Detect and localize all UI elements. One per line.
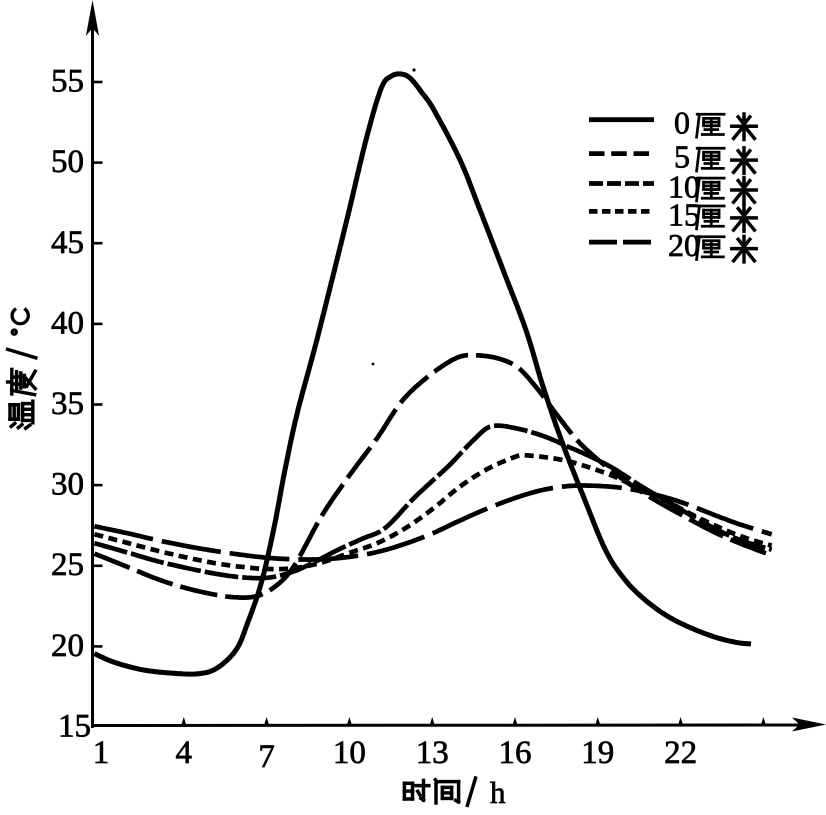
svg-text:25: 25	[51, 547, 84, 583]
svg-text:1: 1	[93, 735, 110, 771]
svg-text:h: h	[490, 775, 506, 810]
svg-text:10: 10	[333, 735, 366, 771]
svg-text:55: 55	[51, 64, 84, 100]
svg-text:35: 35	[51, 386, 84, 422]
svg-text:45: 45	[51, 225, 84, 261]
svg-text:5: 5	[674, 139, 690, 175]
svg-text:40: 40	[51, 305, 84, 341]
svg-text:0: 0	[674, 105, 690, 141]
svg-text:16: 16	[499, 735, 532, 771]
svg-text:22: 22	[664, 735, 697, 771]
svg-text:19: 19	[581, 735, 614, 771]
svg-text:7: 7	[258, 739, 275, 775]
svg-text:4: 4	[176, 735, 193, 771]
svg-text:20: 20	[668, 227, 700, 263]
svg-text:10: 10	[668, 169, 700, 205]
svg-text:20: 20	[51, 628, 84, 664]
svg-text:15: 15	[668, 196, 700, 232]
svg-text:15: 15	[58, 709, 91, 745]
svg-text:13: 13	[416, 735, 449, 771]
svg-text:30: 30	[51, 467, 84, 503]
svg-text:50: 50	[51, 144, 84, 180]
